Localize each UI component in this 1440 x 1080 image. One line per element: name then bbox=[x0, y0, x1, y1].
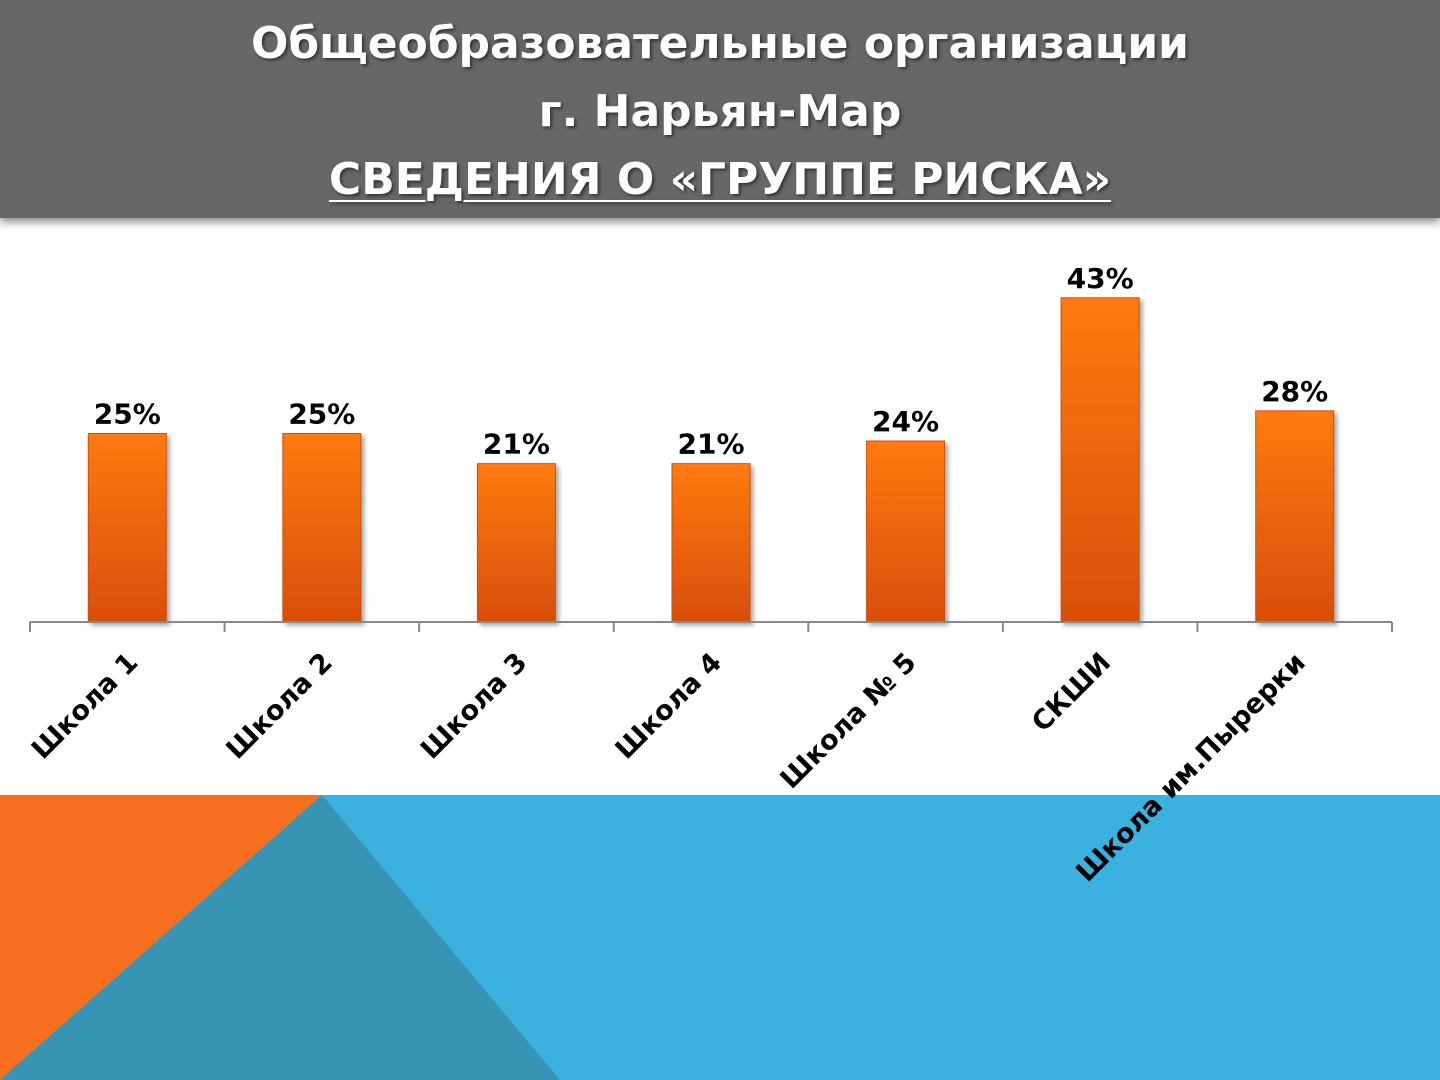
data-label-1: 25% bbox=[94, 398, 161, 431]
slide-header: Общеобразовательные организации г. Нарья… bbox=[0, 0, 1440, 218]
category-label-1: Школа 1 bbox=[26, 647, 144, 765]
bar-1 bbox=[87, 433, 167, 623]
category-label-7: Школа им.Пырерки bbox=[1070, 647, 1311, 888]
data-label-7: 28% bbox=[1261, 375, 1328, 408]
category-label-3: Школа 3 bbox=[415, 647, 533, 765]
decorative-background-shapes bbox=[0, 795, 1440, 1080]
bar-3 bbox=[476, 463, 556, 623]
deco-orange-triangle bbox=[0, 795, 322, 1080]
bar-7 bbox=[1255, 410, 1335, 623]
bar-2 bbox=[282, 433, 362, 623]
data-label-3: 21% bbox=[483, 428, 550, 461]
category-label-4: Школа 4 bbox=[610, 647, 728, 765]
category-label-5: Школа № 5 bbox=[775, 647, 923, 795]
data-label-2: 25% bbox=[288, 398, 355, 431]
bar-4 bbox=[671, 463, 751, 623]
title-line-3: СВЕДЕНИЯ О «ГРУППЕ РИСКА» bbox=[328, 154, 1112, 205]
title-line-2: г. Нарьян-Мар bbox=[538, 86, 902, 137]
data-label-4: 21% bbox=[677, 428, 744, 461]
bar-chart: 25% Школа 1 25% Школа 2 21% Школа 3 21% Школа 4… bbox=[26, 262, 1393, 888]
bar-5 bbox=[866, 440, 946, 623]
category-label-6: СКШИ bbox=[1026, 647, 1117, 738]
title-line-1: Общеобразовательные организации bbox=[251, 18, 1189, 69]
category-label-2: Школа 2 bbox=[220, 647, 338, 765]
deco-teal-triangle bbox=[0, 795, 560, 1080]
bar-6 bbox=[1060, 297, 1140, 623]
data-label-6: 43% bbox=[1067, 262, 1134, 295]
data-label-5: 24% bbox=[872, 405, 939, 438]
